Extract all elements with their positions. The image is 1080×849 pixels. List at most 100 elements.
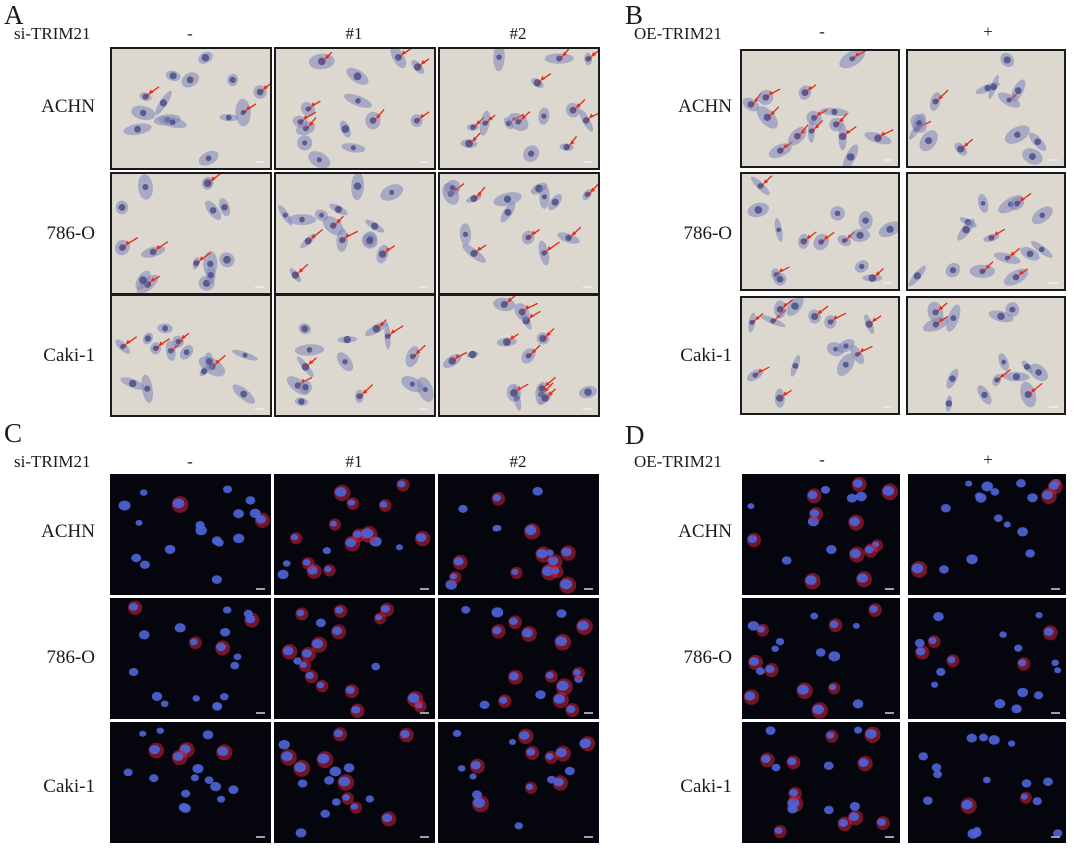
micrograph-a-caki1-3: [438, 294, 600, 417]
scale-bar: [885, 836, 894, 838]
micrograph-image: [908, 174, 1064, 289]
factor-label-b: OE-TRIM21: [634, 24, 722, 43]
micrograph-c-caki1-1: [110, 722, 271, 843]
panel-letter-d: D: [625, 420, 645, 450]
scale-bar: [255, 408, 264, 410]
column-header-c-2: #1: [345, 452, 363, 471]
micrograph-a-caki1-2: [274, 294, 436, 417]
micrograph-image: [742, 722, 900, 843]
row-label-c-786o: 786-O: [46, 647, 95, 668]
micrograph-a-achn-1: [110, 47, 272, 170]
micrograph-image: [110, 722, 271, 843]
micrograph-d-achn-2: [908, 474, 1066, 595]
micrograph-d-achn-1: [742, 474, 900, 595]
micrograph-d-786o-2: [908, 598, 1066, 719]
micrograph-a-786o-2: [274, 172, 436, 295]
column-header-c-1: -: [187, 452, 193, 471]
scale-bar: [584, 712, 593, 714]
scale-bar: [420, 712, 429, 714]
row-label-d-achn: ACHN: [678, 521, 732, 542]
column-header-c-3: #2: [509, 452, 527, 471]
factor-label-c: si-TRIM21: [14, 452, 91, 471]
scale-bar: [419, 408, 428, 410]
scale-bar: [885, 588, 894, 590]
micrograph-image: [112, 296, 270, 415]
micrograph-image: [908, 51, 1064, 166]
panel-letter-c: C: [4, 418, 23, 448]
scale-bar: [420, 836, 429, 838]
micrograph-image: [110, 474, 271, 595]
column-header-d-1: -: [819, 450, 825, 469]
micrograph-image: [274, 598, 435, 719]
micrograph-c-786o-2: [274, 598, 435, 719]
scale-bar: [1049, 159, 1058, 161]
factor-label-a: si-TRIM21: [14, 24, 91, 43]
micrograph-c-achn-2: [274, 474, 435, 595]
micrograph-d-caki1-2: [908, 722, 1066, 843]
scale-bar: [584, 836, 593, 838]
row-label-a-caki1: Caki-1: [43, 345, 95, 366]
scale-bar: [584, 588, 593, 590]
micrograph-b-caki1-2: [906, 296, 1066, 415]
micrograph-c-caki1-3: [438, 722, 599, 843]
scale-bar: [583, 161, 592, 163]
column-header-b-1: -: [819, 22, 825, 41]
micrograph-b-caki1-1: [740, 296, 900, 415]
micrograph-image: [440, 174, 598, 293]
row-label-a-786o: 786-O: [46, 223, 95, 244]
scale-bar: [583, 286, 592, 288]
column-header-d-2: +: [983, 450, 993, 469]
micrograph-b-786o-1: [740, 172, 900, 291]
micrograph-image: [908, 722, 1066, 843]
scale-bar: [255, 286, 264, 288]
micrograph-image: [742, 298, 898, 413]
scale-bar: [256, 588, 265, 590]
scale-bar: [883, 406, 892, 408]
micrograph-d-786o-1: [742, 598, 900, 719]
micrograph-image: [440, 296, 598, 415]
micrograph-c-caki1-2: [274, 722, 435, 843]
row-label-b-caki1: Caki-1: [680, 345, 732, 366]
row-label-b-786o: 786-O: [683, 223, 732, 244]
micrograph-image: [274, 722, 435, 843]
micrograph-a-achn-2: [274, 47, 436, 170]
micrograph-c-786o-1: [110, 598, 271, 719]
micrograph-image: [112, 174, 270, 293]
micrograph-image: [276, 174, 434, 293]
factor-label-d: OE-TRIM21: [634, 452, 722, 471]
scale-bar: [583, 408, 592, 410]
scale-bar: [256, 712, 265, 714]
scale-bar: [883, 282, 892, 284]
panel-letter-a: A: [4, 0, 24, 30]
row-label-d-caki1: Caki-1: [680, 776, 732, 797]
scale-bar: [1051, 836, 1060, 838]
scale-bar: [420, 588, 429, 590]
column-header-a-2: #1: [345, 24, 363, 43]
micrograph-image: [276, 296, 434, 415]
micrograph-image: [274, 474, 435, 595]
scale-bar: [419, 161, 428, 163]
column-header-b-2: +: [983, 22, 993, 41]
micrograph-image: [742, 174, 898, 289]
micrograph-a-caki1-1: [110, 294, 272, 417]
micrograph-image: [742, 474, 900, 595]
micrograph-b-achn-1: [740, 49, 900, 168]
panel-letter-b: B: [625, 0, 644, 30]
column-header-a-3: #2: [509, 24, 527, 43]
micrograph-image: [438, 474, 599, 595]
scale-bar: [1051, 588, 1060, 590]
scale-bar: [1049, 282, 1058, 284]
micrograph-image: [908, 598, 1066, 719]
scale-bar: [1049, 406, 1058, 408]
micrograph-image: [112, 49, 270, 168]
micrograph-c-achn-3: [438, 474, 599, 595]
scale-bar: [883, 159, 892, 161]
micrograph-d-caki1-1: [742, 722, 900, 843]
micrograph-b-786o-2: [906, 172, 1066, 291]
micrograph-a-786o-3: [438, 172, 600, 295]
row-label-b-achn: ACHN: [678, 96, 732, 117]
micrograph-image: [908, 474, 1066, 595]
micrograph-image: [110, 598, 271, 719]
scale-bar: [419, 286, 428, 288]
scale-bar: [255, 161, 264, 163]
